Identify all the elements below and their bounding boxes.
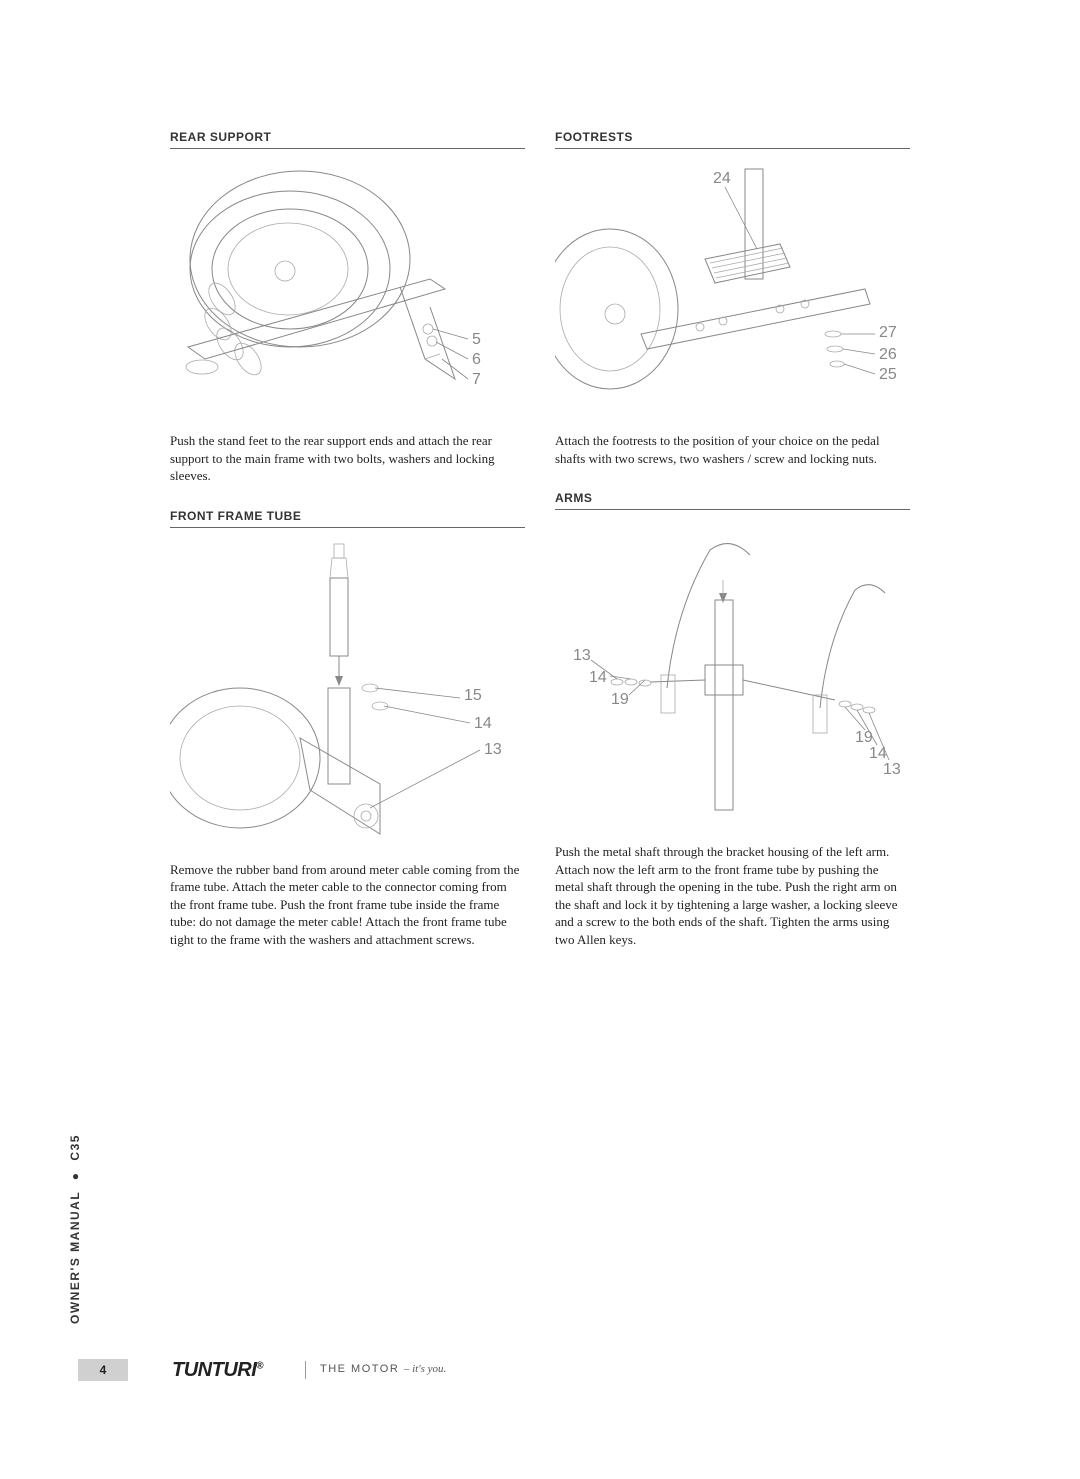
callout-14: 14 <box>474 715 492 732</box>
brand-logo: TUNTURI® <box>172 1359 263 1382</box>
callout-l13: 13 <box>573 647 591 664</box>
page-content: REAR SUPPORT <box>170 130 910 972</box>
two-column-layout: REAR SUPPORT <box>170 130 910 972</box>
diagram-front-frame-tube: 15 14 13 <box>170 538 525 848</box>
callout-5: 5 <box>472 331 481 348</box>
callout-r14: 14 <box>869 745 887 762</box>
left-column: REAR SUPPORT <box>170 130 525 972</box>
diagram-rear-support: 5 6 7 <box>170 159 525 419</box>
heading-arms: ARMS <box>555 491 910 510</box>
heading-footrests: FOOTRESTS <box>555 130 910 149</box>
spine-label: OWNER'S MANUAL ● C35 <box>68 1134 82 1324</box>
spine-model: C35 <box>68 1134 82 1161</box>
tagline-phrase: – it's you. <box>404 1363 446 1375</box>
callout-r13: 13 <box>883 761 901 778</box>
callout-15: 15 <box>464 687 482 704</box>
spine-doc-type: OWNER'S MANUAL <box>68 1191 82 1324</box>
text-footrests: Attach the footrests to the position of … <box>555 432 910 467</box>
right-column: FOOTRESTS <box>555 130 910 972</box>
text-arms: Push the metal shaft through the bracket… <box>555 843 910 948</box>
callout-7: 7 <box>472 371 481 388</box>
callout-13: 13 <box>484 741 502 758</box>
callout-24: 24 <box>713 170 731 187</box>
tagline: THE MOTOR – it's you. <box>320 1363 446 1375</box>
callout-27: 27 <box>879 324 897 341</box>
diagram-footrests: 24 27 26 25 <box>555 159 910 419</box>
text-rear-support: Push the stand feet to the rear support … <box>170 432 525 485</box>
footer-divider <box>305 1361 306 1379</box>
callout-6: 6 <box>472 351 481 368</box>
heading-rear-support: REAR SUPPORT <box>170 130 525 149</box>
text-front-frame-tube: Remove the rubber band from around meter… <box>170 861 525 949</box>
spine-bullet-icon: ● <box>68 1171 82 1180</box>
heading-front-frame-tube: FRONT FRAME TUBE <box>170 509 525 528</box>
page-footer: 4 TUNTURI® THE MOTOR – it's you. <box>0 1359 1080 1399</box>
callout-r19: 19 <box>855 729 873 746</box>
callout-l19: 19 <box>611 691 629 708</box>
callout-25: 25 <box>879 366 897 383</box>
tagline-label: THE MOTOR <box>320 1363 399 1375</box>
callout-l14: 14 <box>589 669 607 686</box>
diagram-arms: 13 14 19 19 14 13 <box>555 520 910 830</box>
callout-26: 26 <box>879 346 897 363</box>
page-number: 4 <box>78 1359 128 1381</box>
